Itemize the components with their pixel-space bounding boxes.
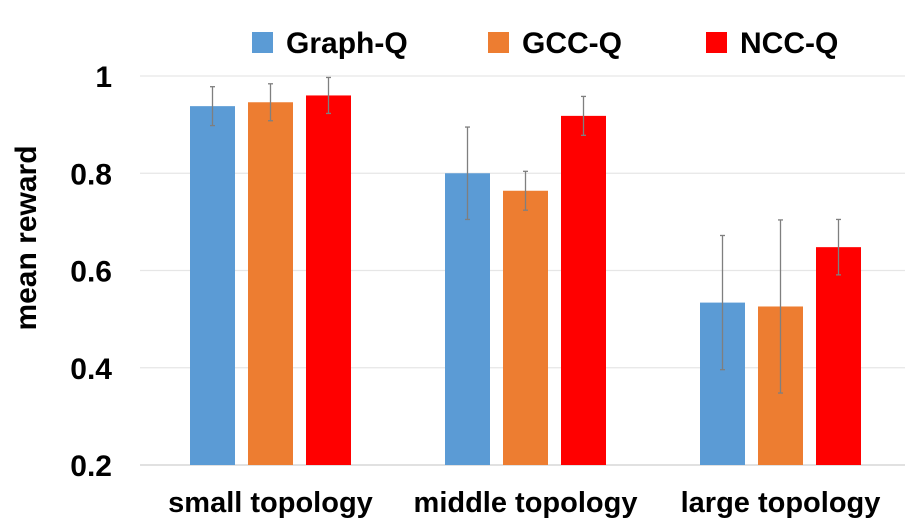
legend: Graph-Q GCC-Q NCC-Q [252,27,838,60]
bar-ncc-q-3 [816,247,861,465]
x-category-label: large topology [681,487,881,519]
legend-swatch-gcc-q [488,32,509,53]
y-tick-label: 0.8 [70,158,112,191]
y-tick-label: 1 [95,61,112,94]
x-category-label: middle topology [414,487,638,519]
legend-label-ncc-q: NCC-Q [740,27,838,60]
y-tick-label: 0.2 [70,450,112,483]
bars [190,95,861,466]
bar-graph-q-1 [190,106,235,466]
legend-label-graph-q: Graph-Q [286,27,408,60]
y-tick-label: 0.4 [70,353,112,386]
legend-swatch-ncc-q [706,32,727,53]
y-axis-ticks: 0.2 0.4 0.6 0.8 1 [70,61,112,483]
bar-graph-q-2 [445,173,490,465]
bar-ncc-q-2 [561,115,606,465]
x-category-label: small topology [168,487,373,519]
error-bars [210,76,841,394]
bar-gcc-q-1 [248,102,293,465]
legend-label-gcc-q: GCC-Q [522,27,622,60]
bar-ncc-q-1 [306,95,351,465]
legend-swatch-graph-q [252,32,273,53]
y-axis-label: mean reward [10,145,43,330]
x-axis-categories: small topology middle topology large topol… [168,487,880,519]
bar-gcc-q-2 [503,190,548,465]
y-tick-label: 0.6 [70,256,112,289]
